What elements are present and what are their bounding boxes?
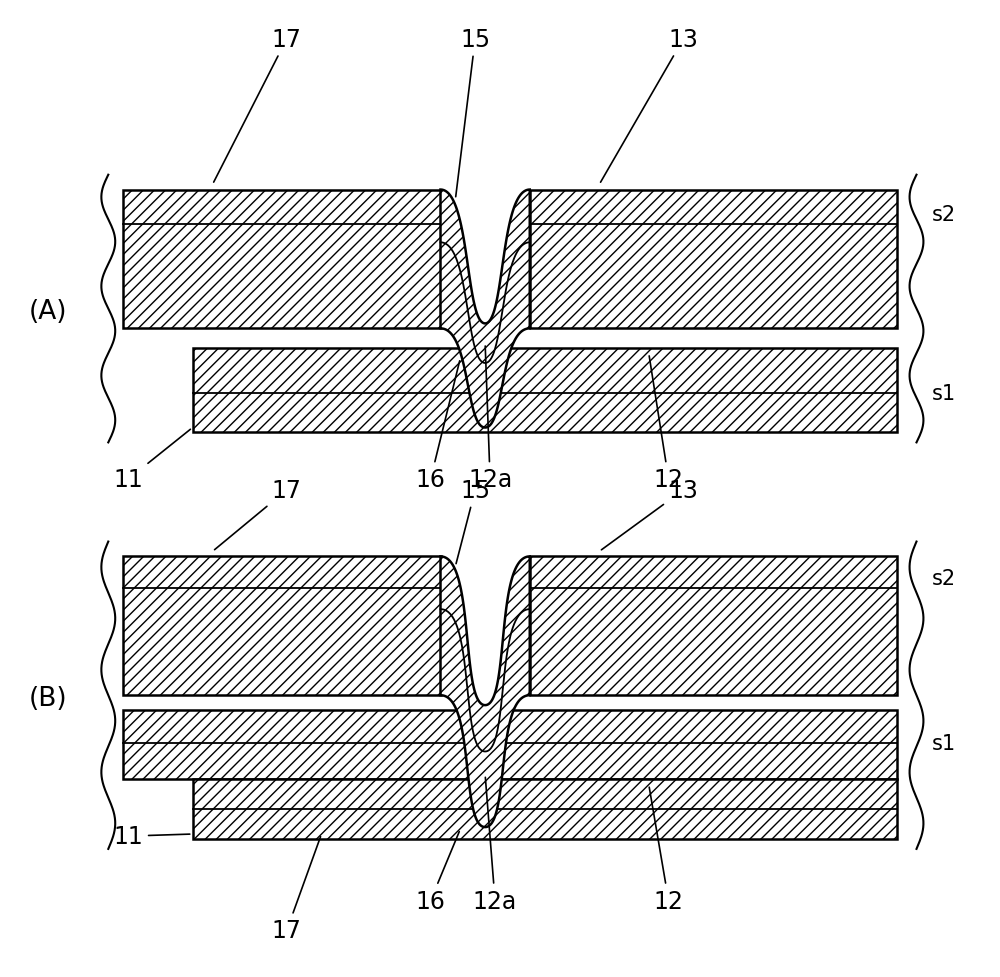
Bar xyxy=(123,710,897,780)
Text: 12: 12 xyxy=(649,357,684,491)
Text: s2: s2 xyxy=(931,205,956,225)
Polygon shape xyxy=(441,191,530,428)
Bar xyxy=(193,349,897,433)
Text: 13: 13 xyxy=(601,27,698,183)
Text: 11: 11 xyxy=(113,430,190,491)
Text: s2: s2 xyxy=(931,569,956,588)
Text: 13: 13 xyxy=(601,479,698,550)
Text: 15: 15 xyxy=(456,479,490,564)
Bar xyxy=(123,191,441,329)
Text: 16: 16 xyxy=(416,831,459,913)
Text: 17: 17 xyxy=(215,479,302,550)
Text: (A): (A) xyxy=(29,299,67,324)
Polygon shape xyxy=(441,557,530,828)
Text: 12a: 12a xyxy=(473,778,517,913)
Text: s1: s1 xyxy=(931,383,956,404)
Bar xyxy=(530,557,897,696)
Text: 12: 12 xyxy=(649,787,684,913)
Text: (B): (B) xyxy=(29,685,68,711)
Text: 15: 15 xyxy=(456,27,490,197)
Text: 12a: 12a xyxy=(468,347,512,491)
Text: 11: 11 xyxy=(113,825,190,848)
Text: 17: 17 xyxy=(214,27,302,183)
Bar xyxy=(193,780,897,839)
Text: 17: 17 xyxy=(272,836,321,943)
Bar xyxy=(530,191,897,329)
Text: s1: s1 xyxy=(931,733,956,753)
Bar xyxy=(123,557,441,696)
Text: 16: 16 xyxy=(416,361,460,491)
